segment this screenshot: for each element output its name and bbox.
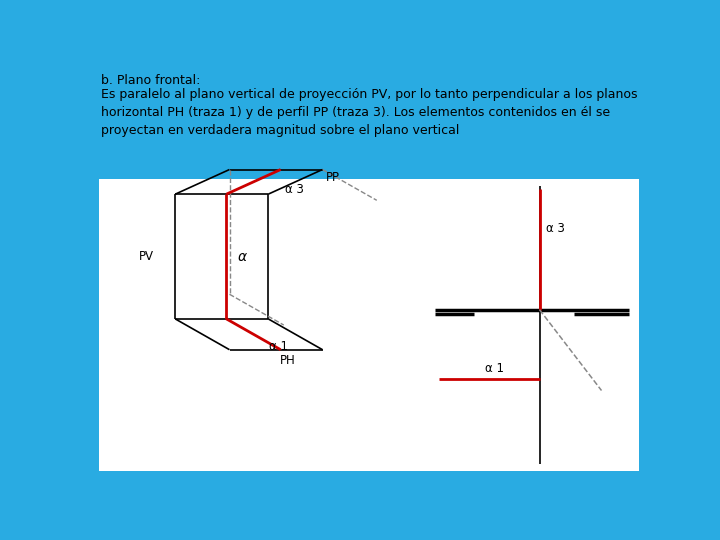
Text: α 3: α 3: [284, 183, 303, 196]
Text: PH: PH: [280, 354, 295, 367]
Text: α: α: [238, 249, 247, 264]
Text: PV: PV: [138, 250, 153, 263]
Bar: [99, 179, 639, 471]
Text: α 1: α 1: [485, 362, 504, 375]
Text: Es paralelo al plano vertical de proyección PV, por lo tanto perpendicular a los: Es paralelo al plano vertical de proyecc…: [101, 88, 637, 137]
Text: α 1: α 1: [269, 340, 288, 354]
Text: b. Plano frontal:: b. Plano frontal:: [101, 74, 200, 87]
Text: α 3: α 3: [546, 222, 564, 235]
Text: PP: PP: [325, 171, 340, 184]
